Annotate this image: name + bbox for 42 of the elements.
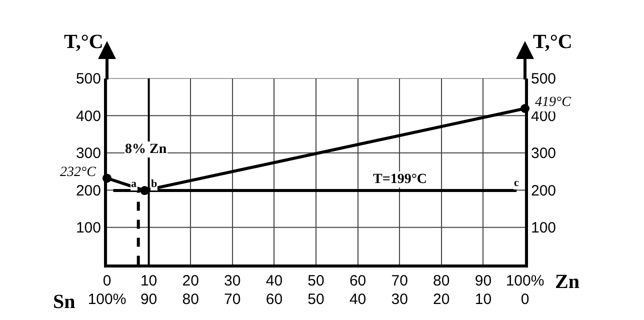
annotation: a: [131, 178, 137, 190]
y2-tick-label: 500: [531, 70, 556, 88]
y-tick-label: 200: [76, 182, 101, 200]
y2-axis-title: T,°C: [533, 31, 572, 53]
x2-tick-label: 30: [391, 291, 408, 308]
x-tick-label: 30: [224, 272, 241, 290]
x2-tick-label: 10: [474, 291, 492, 308]
x2-tick-label: 60: [266, 291, 283, 308]
annotation: 8% Zn: [125, 142, 167, 157]
y2-tick-label: 300: [531, 145, 556, 162]
x2-tick-label: 90: [140, 291, 158, 308]
x2-tick-label: 80: [182, 291, 199, 308]
x-tick-label: 90: [474, 272, 492, 290]
x-tick-label: 50: [308, 272, 324, 290]
x-tick-label: 100%: [506, 272, 544, 290]
x-tick-label: 60: [349, 272, 366, 290]
x-axis-title: Zn: [555, 271, 580, 293]
y-axis-title: T,°C: [64, 31, 104, 53]
x-tick-label: 80: [433, 272, 450, 290]
y2-tick-label: 100: [531, 220, 556, 237]
x-tick-label: 0: [102, 272, 112, 290]
x-tick-label: 20: [182, 272, 199, 290]
y-tick-label: 100: [76, 220, 101, 237]
x2-tick-label: 0: [520, 291, 530, 308]
x2-tick-label: 70: [224, 291, 241, 308]
y-tick-label: 400: [76, 108, 101, 125]
x2-axis-title: Sn: [53, 291, 76, 313]
y-tick-label: 500: [76, 70, 101, 88]
x-tick-label: 40: [266, 272, 283, 290]
annotation: b: [151, 178, 158, 190]
annotation: T=199°C: [373, 172, 428, 187]
annotation: c: [514, 177, 519, 189]
y2-tick-label: 200: [531, 182, 556, 200]
x2-tick-label: 40: [349, 291, 366, 308]
y-tick-label: 300: [76, 145, 101, 162]
x-tick-label: 10: [140, 272, 158, 290]
data-label: 232°C: [60, 165, 97, 180]
x2-tick-label: 50: [308, 291, 324, 308]
x2-tick-label: 20: [433, 291, 450, 308]
x-tick-label: 70: [391, 272, 408, 290]
data-label: 419°C: [535, 95, 572, 110]
x2-tick-label: 100%: [88, 291, 126, 308]
